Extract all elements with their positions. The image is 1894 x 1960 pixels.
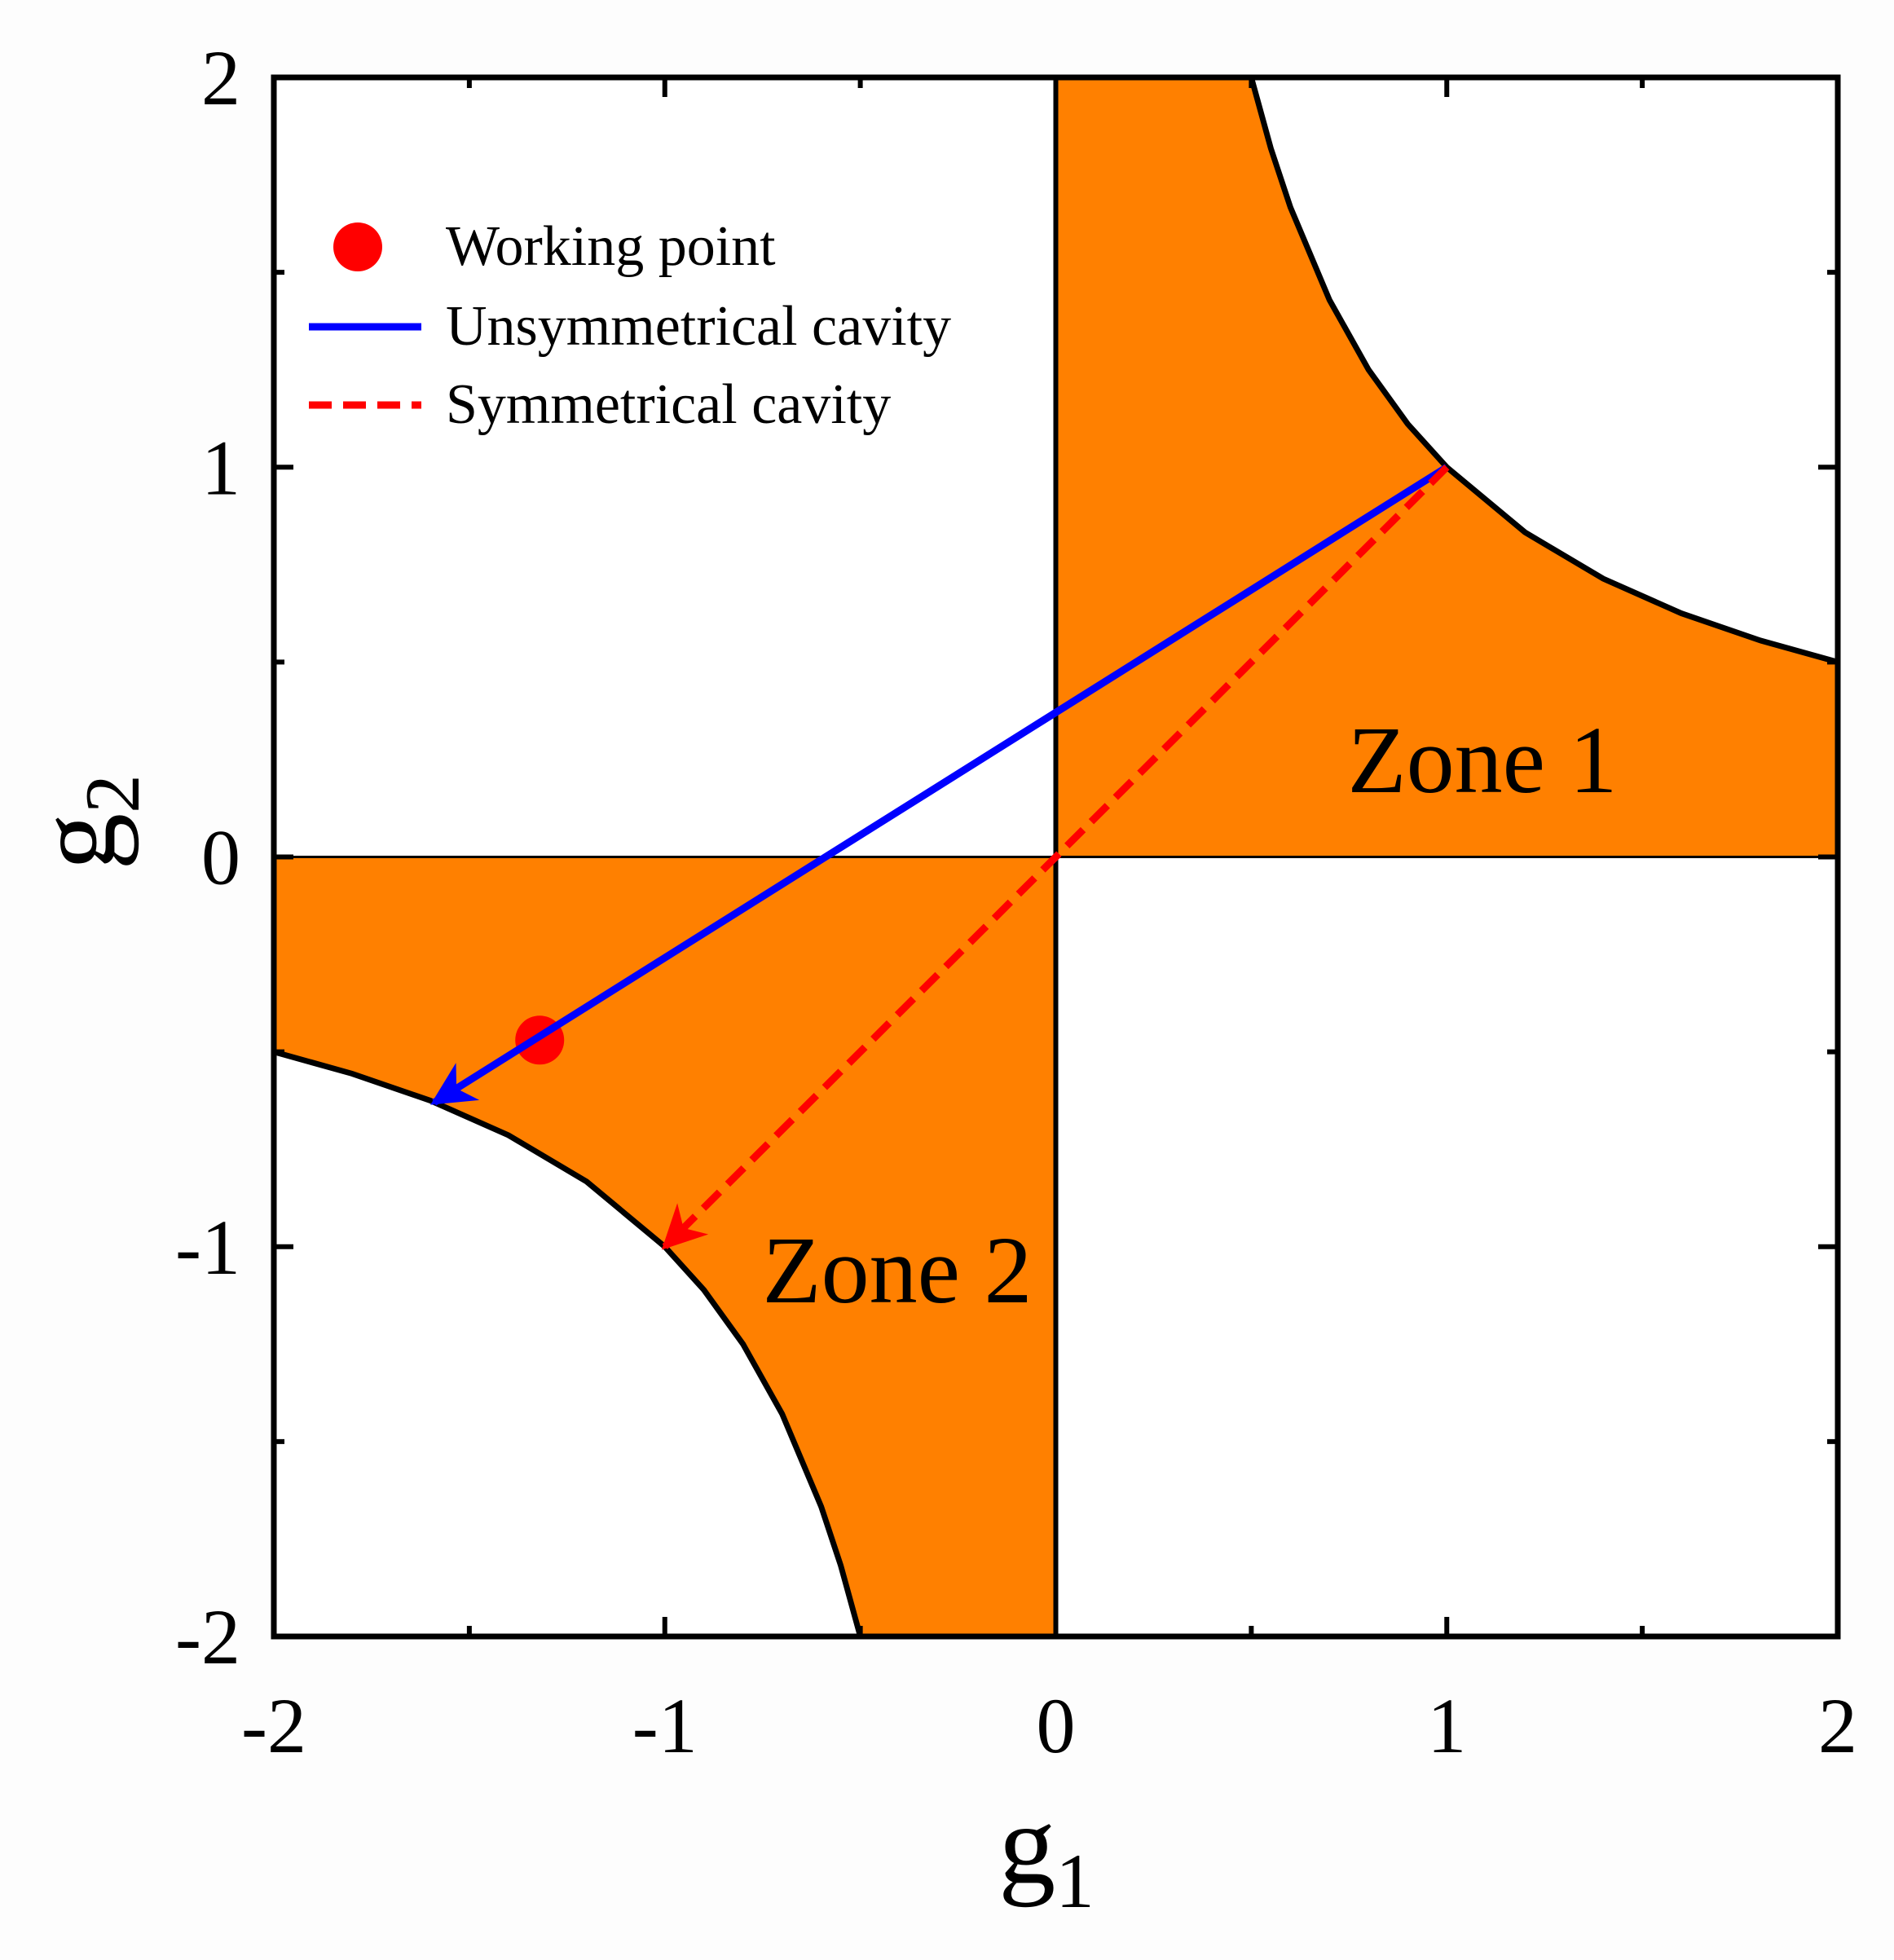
- stability-boundary: [273, 1049, 864, 1637]
- cavity-line: [430, 464, 1449, 1106]
- legend-label: Unsymmetrical cavity: [446, 295, 951, 358]
- x-axis-label-sub: 1: [1055, 1838, 1095, 1924]
- y-axis-label-sub: 2: [69, 774, 156, 813]
- x-tick-label: -2: [241, 1682, 306, 1769]
- y-tick-label: -1: [175, 1204, 240, 1291]
- y-axis-label-main: g: [13, 813, 139, 870]
- cavity-line: [661, 465, 1450, 1250]
- x-tick-label: 1: [1427, 1682, 1466, 1769]
- x-axis-label: g1: [998, 1782, 1095, 1924]
- stability-boundary: [1249, 77, 1839, 665]
- y-axis-label: g2: [13, 774, 156, 870]
- x-axis-label-main: g: [998, 1782, 1055, 1908]
- legend-label: Symmetrical cavity: [446, 373, 891, 436]
- legend-label: Working point: [446, 215, 776, 278]
- y-tick-label: -2: [175, 1593, 240, 1680]
- x-tick-label: -1: [632, 1682, 698, 1769]
- legend-marker: [333, 222, 382, 271]
- y-tick-label: 2: [201, 34, 240, 121]
- x-tick-label: 2: [1818, 1682, 1857, 1769]
- x-tick-label: 0: [1037, 1682, 1076, 1769]
- y-tick-label: 0: [201, 814, 240, 901]
- y-tick-label: 1: [201, 424, 240, 511]
- zone-label: Zone 2: [763, 1217, 1033, 1324]
- zone-label: Zone 1: [1348, 707, 1618, 813]
